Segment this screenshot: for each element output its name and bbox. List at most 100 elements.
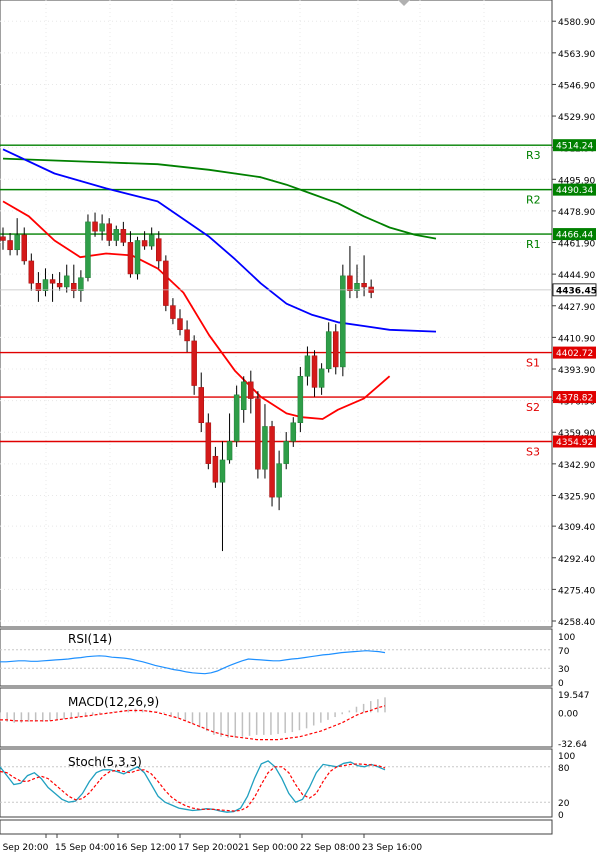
stoch-tick-label: 80: [558, 764, 570, 774]
pivot-level-value: 4354.92: [556, 438, 593, 448]
pivot-level-name: S3: [526, 445, 540, 458]
candle-down: [311, 355, 318, 388]
candle-down: [361, 283, 367, 288]
candle-up: [99, 223, 105, 232]
candle-down: [333, 331, 339, 368]
rsi-line: [0, 650, 386, 675]
candle-down: [28, 260, 35, 284]
candle-up: [78, 277, 84, 291]
stoch-axis: 100 80 20 0: [558, 752, 575, 821]
candle-up: [262, 426, 268, 470]
stoch-tick-label: 100: [558, 752, 575, 762]
candle-down: [269, 426, 275, 498]
macd-signal-series: [0, 705, 386, 741]
moving-average-line: [2, 200, 391, 420]
rsi-tick-label: 30: [558, 665, 570, 675]
rsi-panel: 100 70 30 0 RSI(14): [0, 628, 575, 689]
candle-down: [347, 275, 353, 291]
candle-down: [35, 283, 42, 291]
rsi-series-line: [0, 650, 386, 675]
pivot-level-tag: [553, 346, 596, 359]
candle-up: [240, 381, 247, 410]
candle-down: [156, 238, 162, 262]
price-axis: 4580.904563.904546.904529.904512.904495.…: [552, 18, 595, 628]
price-tick-label: 4359.90: [558, 429, 595, 439]
candle-down: [120, 229, 127, 243]
stoch-tick-label: 20: [558, 799, 570, 809]
pivot-level-value: 4514.24: [556, 142, 593, 152]
price-tick-label: 4580.90: [558, 18, 595, 28]
candle-down: [177, 318, 183, 331]
candle-up: [113, 229, 120, 241]
candle-up: [318, 368, 325, 388]
candle-down: [248, 381, 254, 399]
pivot-level-name: R3: [526, 149, 541, 162]
stoch-title: Stoch(5,3,3): [68, 755, 142, 769]
current-price-tag: [552, 283, 597, 297]
price-tick-label: 4342.90: [558, 461, 595, 471]
empty-panel-frame: [0, 819, 553, 835]
candle-down: [21, 234, 27, 262]
candle-up: [85, 221, 91, 278]
time-tick-label: 22 Sep 08:00: [300, 843, 360, 853]
candle-down: [205, 422, 212, 464]
candle-down: [191, 340, 197, 386]
candle-up: [226, 441, 233, 461]
candle-up: [304, 355, 311, 377]
candle-down: [163, 260, 169, 306]
moving-average-line: [2, 157, 437, 240]
candle-up: [325, 331, 332, 370]
pivot-level-name: S2: [526, 401, 540, 414]
candle-up: [276, 463, 282, 498]
stoch-panel-frame: [0, 748, 553, 818]
stoch-k-line: [0, 760, 386, 813]
pivot-levels: R3 4514.24 R2 4490.34 R1 4466.44 S1 4402.72 S2 43…: [0, 139, 596, 458]
pivot-level-tag: [553, 183, 596, 196]
time-tick-label: 15 Sep 04:00: [55, 843, 115, 853]
stoch-panel: 100 80 20 0 Stoch(5,3,3): [0, 748, 575, 821]
macd-panel-frame: [0, 687, 553, 748]
price-tick-label: 4309.40: [558, 523, 595, 533]
candle-down: [0, 236, 6, 241]
pivot-level-name: R2: [526, 194, 541, 207]
price-tick-label: 4444.90: [558, 271, 595, 281]
candle-up: [354, 283, 360, 291]
time-tick-label: 16 Sep 12:00: [116, 843, 176, 853]
pivot-level-value: 4490.34: [556, 186, 593, 196]
candle-up: [63, 275, 70, 288]
price-tick-label: 4275.40: [558, 586, 595, 596]
candle-up: [290, 422, 297, 442]
candle-down: [127, 242, 134, 275]
candle-down: [184, 329, 190, 342]
rsi-grid: [0, 649, 552, 669]
price-tick-label: 4495.90: [558, 176, 595, 186]
pivot-level-tag: [553, 391, 596, 404]
pivot-level-name: R1: [526, 238, 541, 251]
price-grid: [0, 0, 552, 627]
candle-up: [148, 234, 155, 247]
candle-down: [56, 283, 63, 288]
rsi-tick-label: 100: [558, 633, 575, 643]
price-tick-label: 4563.90: [558, 50, 595, 60]
candle-up: [219, 459, 226, 483]
candle-down: [255, 398, 261, 470]
candle-up: [42, 279, 49, 291]
scroll-arrow-icon[interactable]: [398, 0, 410, 6]
rsi-panel-frame: [0, 628, 553, 687]
time-tick-label: 23 Sep 16:00: [362, 843, 422, 853]
stoch-d-line: [0, 763, 386, 812]
candle-down: [7, 240, 13, 251]
time-tick-label: 17 Sep 20:00: [178, 843, 238, 853]
candle-down: [106, 223, 112, 241]
price-tick-label: 4292.40: [558, 555, 595, 565]
candle-down: [49, 279, 56, 284]
pivot-level-value: 4466.44: [556, 231, 593, 241]
candle-down: [198, 387, 204, 423]
macd-title: MACD(12,26,9): [68, 695, 159, 709]
moving-averages: [2, 148, 437, 420]
time-tick-label: 21 Sep 00:00: [238, 843, 298, 853]
price-tick-label: 4546.90: [558, 81, 595, 91]
pivot-level-name: S1: [526, 357, 540, 370]
